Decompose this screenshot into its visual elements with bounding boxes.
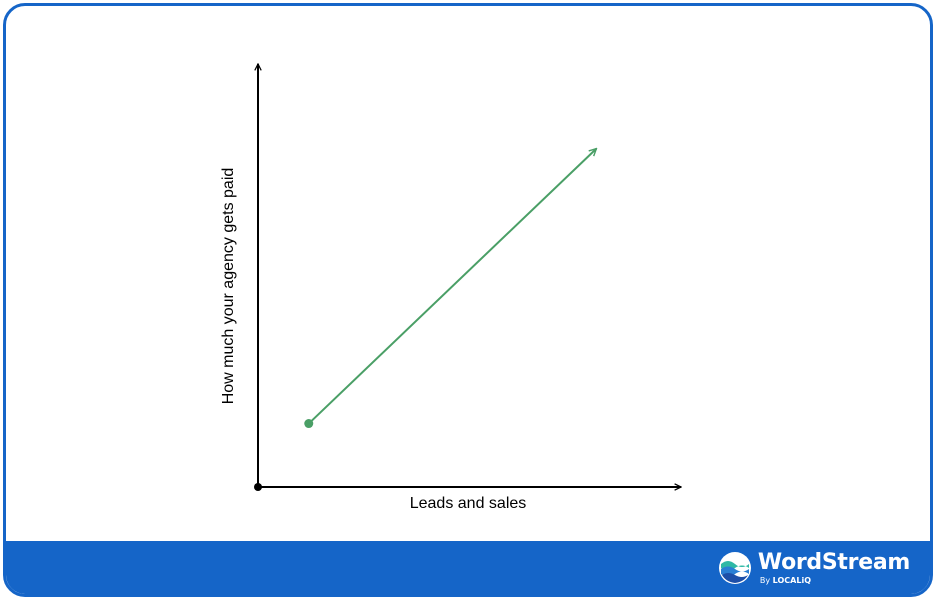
chart: How much your agency gets paid Leads and… xyxy=(220,6,933,512)
brand-partner: LOCALiQ xyxy=(772,575,811,585)
footer-bar: WordStream By LOCALiQ xyxy=(6,541,930,594)
brand-subline: By LOCALiQ xyxy=(759,575,910,585)
series-line xyxy=(308,149,597,425)
chart-frame: How much your agency gets paid Leads and… xyxy=(3,3,933,597)
axis-origin-dot xyxy=(254,483,262,491)
series-layer xyxy=(304,149,597,429)
series-start-point xyxy=(304,419,314,429)
brand-name: WordStream xyxy=(757,549,910,575)
y-axis-label: How much your agency gets paid xyxy=(220,168,237,405)
brand-by: By xyxy=(759,575,771,585)
wave-circle-icon xyxy=(718,552,751,584)
brand-logo-lockup: WordStream By LOCALiQ xyxy=(718,550,910,586)
x-axis-label: Leads and sales xyxy=(410,495,527,512)
